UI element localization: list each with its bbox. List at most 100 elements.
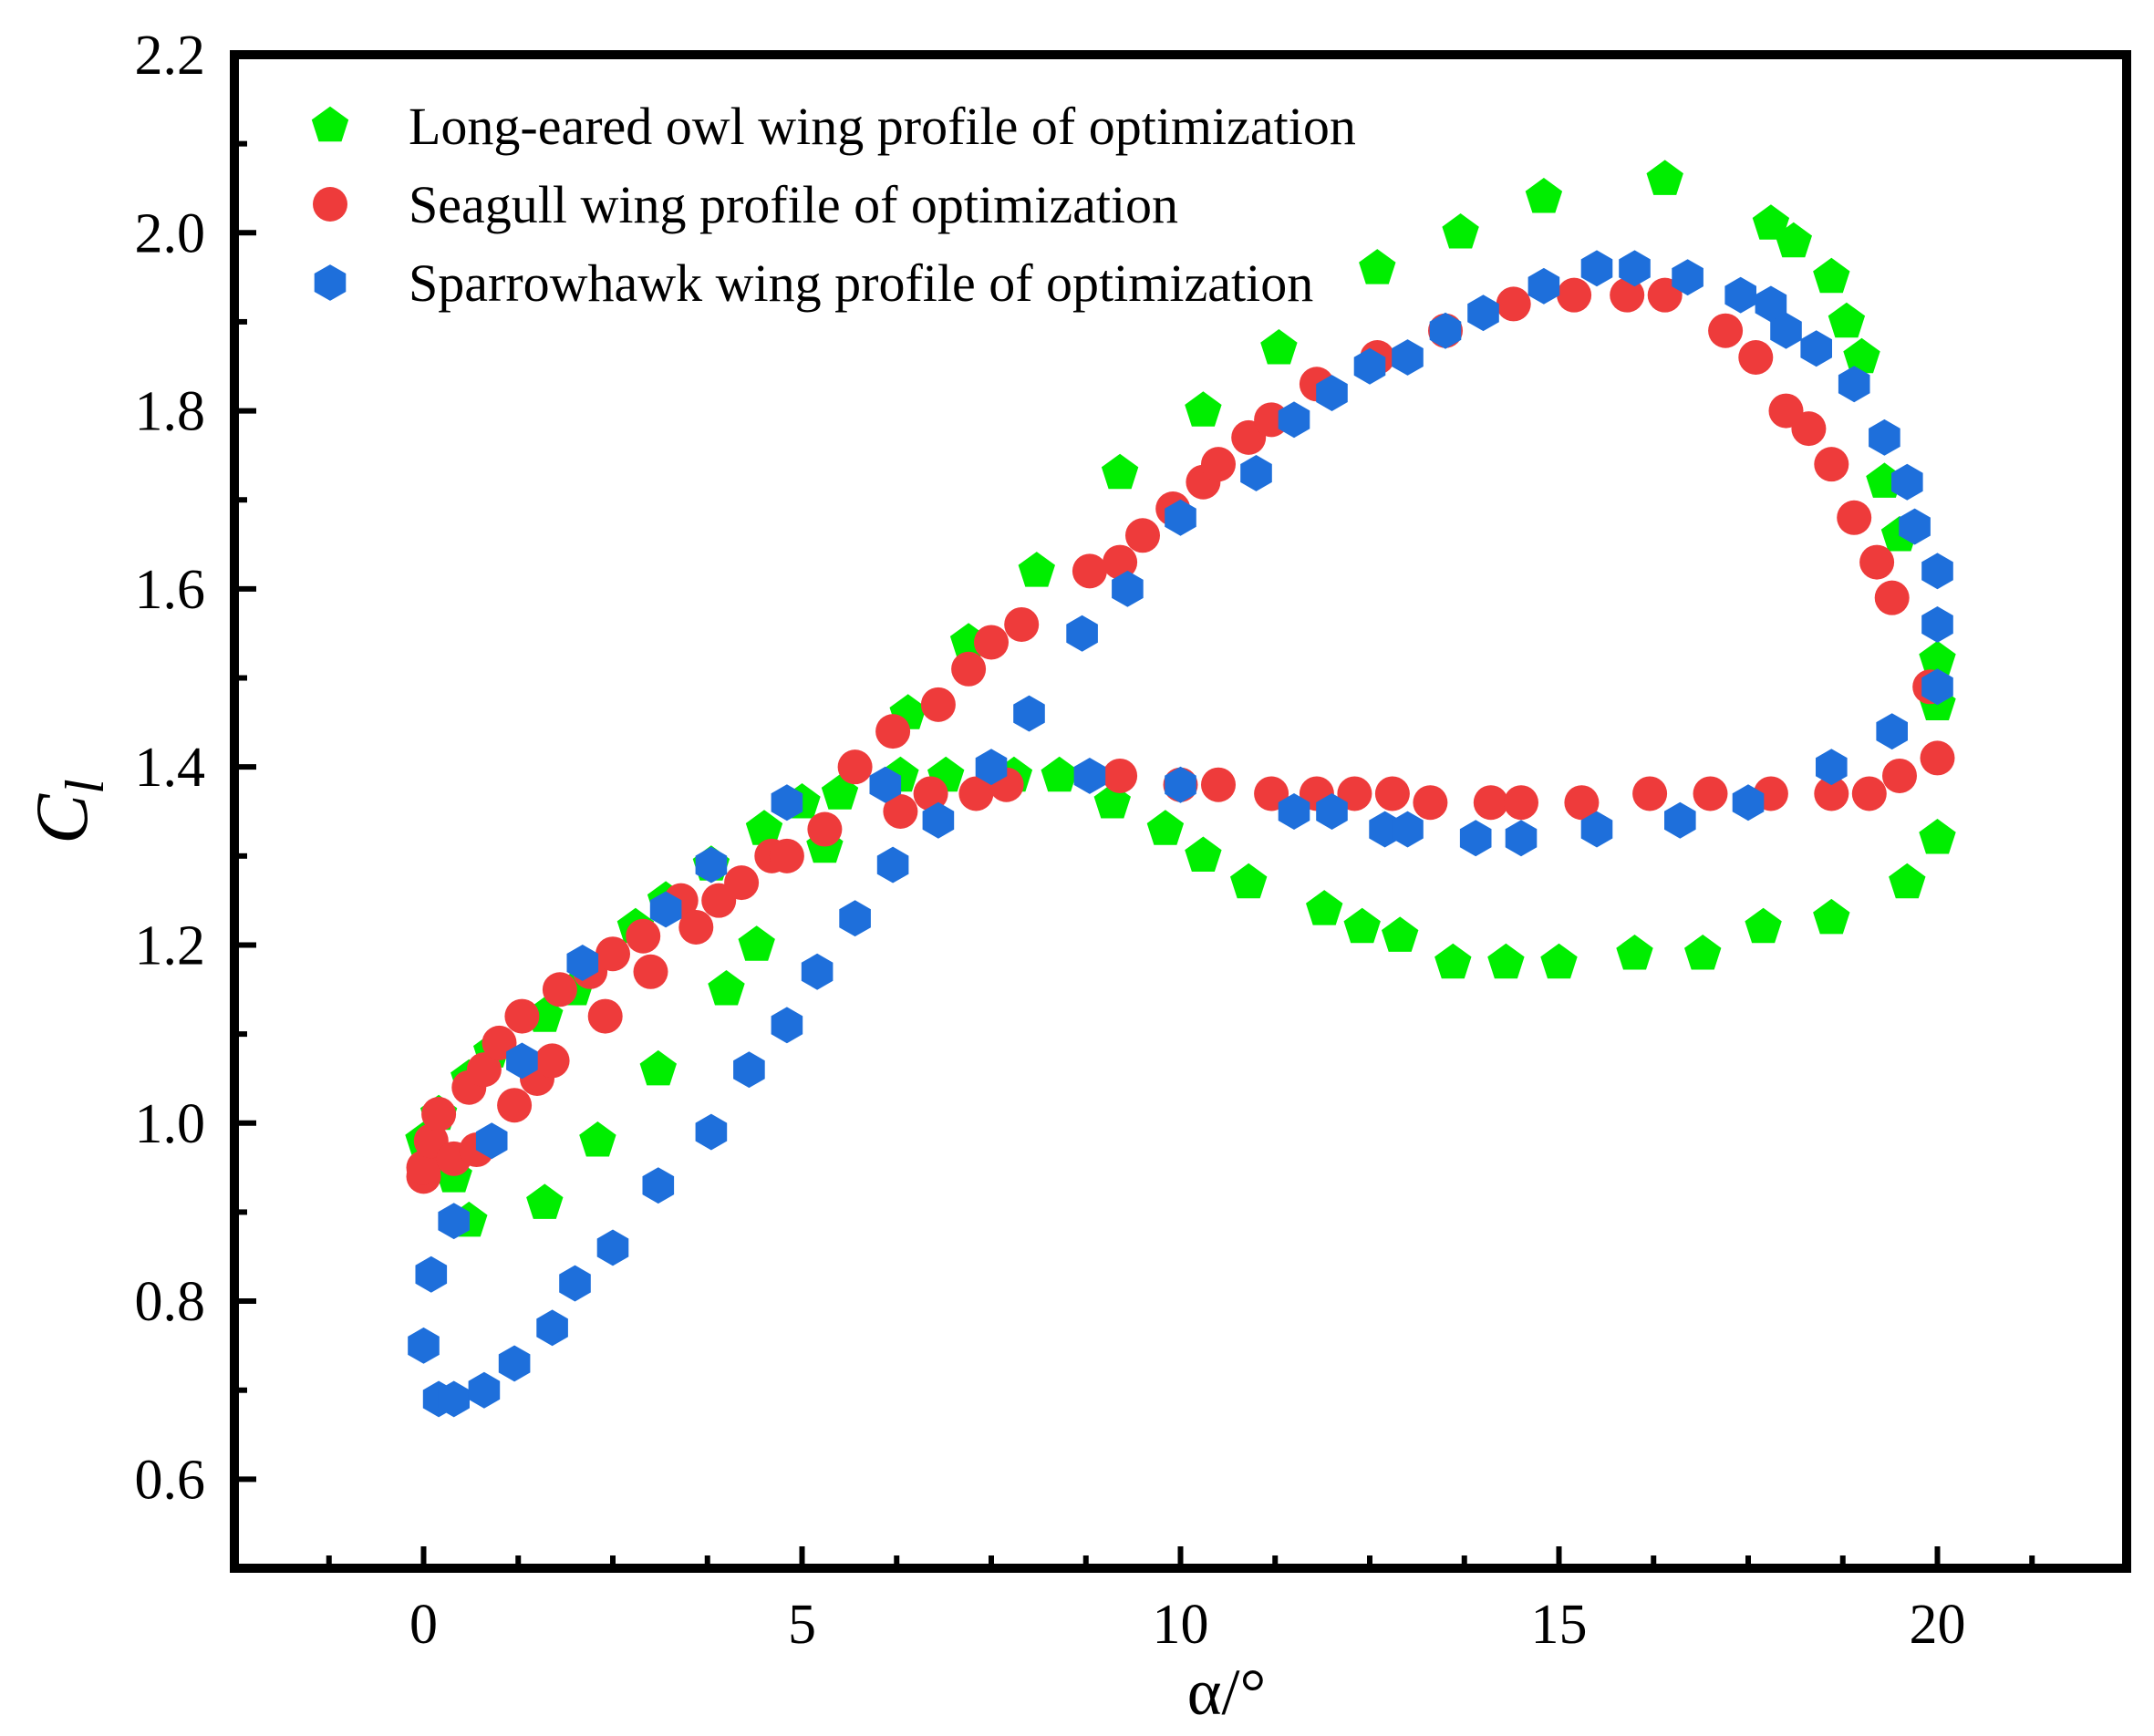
data-point-circle: [875, 714, 911, 749]
y-tick-label: 1.8: [135, 381, 206, 443]
data-point-hexagon: [1112, 570, 1144, 607]
legend-label-hexagon: Sparrowhawk wing profile of optimization: [409, 253, 1313, 313]
y-tick-label: 2.2: [135, 25, 206, 87]
data-point-hexagon: [1278, 793, 1310, 830]
series-circle-markers: [406, 277, 1955, 1194]
data-point-hexagon: [1527, 267, 1560, 305]
data-point-hexagon: [1816, 749, 1848, 786]
data-point-circle: [534, 1043, 570, 1079]
data-point-hexagon: [559, 1265, 591, 1302]
data-point-hexagon: [771, 1007, 803, 1044]
data-point-hexagon: [1165, 766, 1196, 803]
data-point-hexagon: [1891, 463, 1923, 501]
data-point-hexagon: [536, 1309, 568, 1347]
data-point-pentagon: [1813, 257, 1850, 294]
data-point-hexagon: [1429, 312, 1462, 349]
data-point-hexagon: [876, 846, 909, 884]
data-point-hexagon: [1580, 250, 1613, 287]
data-point-circle: [421, 1097, 457, 1132]
data-point-pentagon: [639, 1049, 677, 1086]
data-point-circle: [1103, 544, 1138, 580]
data-point-circle: [837, 749, 873, 785]
data-point-hexagon: [506, 1042, 538, 1080]
data-point-circle: [1874, 580, 1910, 615]
data-point-circle: [406, 1150, 441, 1185]
y-axis-title: Cl: [20, 779, 115, 843]
data-point-hexagon: [1240, 455, 1272, 491]
data-point-pentagon: [1185, 836, 1222, 872]
data-point-circle: [958, 776, 994, 811]
data-point-circle: [1693, 776, 1728, 811]
data-point-hexagon: [975, 749, 1008, 786]
data-point-hexagon: [1732, 784, 1765, 822]
data-point-circle: [1557, 277, 1592, 313]
data-point-hexagon: [1459, 820, 1492, 857]
data-point-pentagon: [1487, 943, 1525, 979]
data-point-pentagon: [1919, 640, 1956, 677]
data-point-circle: [1610, 277, 1645, 313]
y-axis-title-main: C: [20, 793, 103, 844]
data-point-hexagon: [438, 1203, 470, 1240]
data-point-pentagon: [1185, 391, 1222, 427]
data-point-pentagon: [1018, 552, 1055, 587]
axis-ticks: 0 5 10 15 20 0.6 0.8 1.0 1.2 1.4 1.6 1.8 2.0 2.2: [135, 25, 2129, 1656]
data-point-hexagon: [408, 1327, 440, 1364]
data-point-hexagon: [649, 891, 682, 928]
legend-label-circle: Seagull wing profile of optimization: [409, 175, 1178, 234]
data-point-hexagon: [771, 784, 803, 822]
data-point-hexagon: [1316, 793, 1348, 830]
legend-marker-hexagon: [314, 264, 347, 301]
data-point-circle: [1504, 785, 1538, 821]
data-point-circle: [1473, 785, 1508, 821]
data-point-pentagon: [579, 1121, 616, 1157]
data-point-pentagon: [1745, 907, 1782, 944]
data-point-hexagon: [1619, 250, 1651, 287]
data-point-circle: [587, 998, 623, 1034]
data-point-circle: [1859, 544, 1895, 580]
data-point-circle: [724, 865, 760, 901]
data-point-hexagon: [733, 1051, 765, 1089]
data-point-hexagon: [869, 766, 902, 803]
data-point-circle: [1851, 776, 1887, 811]
y-tick-label: 0.6: [135, 1449, 206, 1511]
data-point-hexagon: [1921, 668, 1953, 706]
data-point-pentagon: [1813, 898, 1850, 935]
data-point-hexagon: [1899, 508, 1931, 545]
data-point-hexagon: [1838, 366, 1870, 403]
y-tick-label: 1.2: [135, 914, 206, 976]
data-point-hexagon: [498, 1345, 531, 1382]
data-point-hexagon: [1755, 285, 1787, 323]
data-point-circle: [1201, 767, 1236, 802]
data-point-circle: [1632, 776, 1668, 811]
data-point-circle: [1708, 313, 1744, 348]
data-point-pentagon: [1525, 178, 1563, 213]
data-point-hexagon: [566, 945, 599, 981]
data-point-hexagon: [1869, 418, 1900, 456]
data-point-pentagon: [1359, 249, 1396, 284]
data-point-pentagon: [1752, 204, 1790, 240]
y-tick-label: 2.0: [135, 202, 206, 264]
data-point-pentagon: [1828, 302, 1866, 338]
y-tick-label: 1.6: [135, 559, 206, 621]
data-point-hexagon: [642, 1167, 675, 1204]
x-axis-title: α/°: [1187, 1656, 1267, 1729]
data-point-pentagon: [1775, 222, 1812, 258]
data-point-hexagon: [468, 1371, 501, 1409]
data-point-circle: [1837, 500, 1872, 535]
data-point-pentagon: [1442, 213, 1479, 249]
data-point-circle: [1496, 286, 1531, 322]
data-point-pentagon: [1540, 943, 1578, 979]
data-point-circle: [626, 918, 661, 954]
data-markers: [405, 160, 1956, 1418]
data-point-circle: [1814, 776, 1849, 811]
data-point-circle: [951, 651, 987, 687]
x-tick-label: 20: [1910, 1594, 1966, 1656]
data-point-pentagon: [1646, 160, 1683, 195]
x-tick-label: 15: [1531, 1594, 1588, 1656]
x-tick-label: 0: [409, 1594, 438, 1656]
data-point-pentagon: [526, 1183, 564, 1219]
data-point-hexagon: [801, 953, 834, 990]
data-point-hexagon: [1392, 339, 1424, 376]
data-point-pentagon: [738, 925, 775, 961]
